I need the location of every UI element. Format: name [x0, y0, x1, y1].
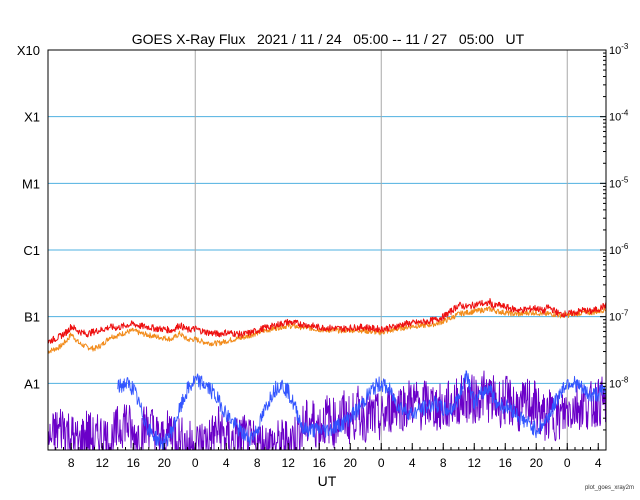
- flare-class-label-a1: A1: [24, 376, 40, 391]
- right-axis-label-e-4: 10-4: [609, 109, 629, 124]
- x-tick-label-3: 20: [158, 456, 172, 470]
- x-tick-label-6: 8: [254, 456, 261, 470]
- x-tick-label-12: 8: [440, 456, 447, 470]
- x-tick-label-17: 4: [595, 456, 602, 470]
- flare-class-label-m1: M1: [22, 176, 40, 191]
- right-axis-label-e-5: 10-5: [609, 175, 629, 190]
- x-tick-label-1: 12: [96, 456, 110, 470]
- right-axis-label-e-8: 10-8: [609, 375, 629, 390]
- series-layer: [47, 298, 607, 451]
- flux-series-0: [47, 298, 607, 344]
- x-axis-label: UT: [318, 473, 337, 489]
- right-axis-label-e-6: 10-6: [609, 242, 629, 257]
- label-layer: X10 X1 M1 C1 B1 A1 10-3 10-4 10-5 10-6 10-7 10-8 8 12…: [17, 42, 629, 470]
- x-tick-label-13: 12: [468, 456, 482, 470]
- x-tick-label-2: 16: [127, 456, 141, 470]
- x-tick-label-5: 4: [223, 456, 230, 470]
- x-tick-label-0: 8: [68, 456, 75, 470]
- flare-class-label-b1: B1: [24, 310, 40, 325]
- x-tick-label-10: 0: [378, 456, 385, 470]
- tick-layer: [47, 49, 607, 450]
- flare-class-label-c1: C1: [23, 243, 40, 258]
- x-tick-label-9: 20: [344, 456, 358, 470]
- x-tick-label-7: 12: [282, 456, 296, 470]
- x-tick-label-8: 16: [313, 456, 327, 470]
- x-tick-label-15: 20: [530, 456, 544, 470]
- x-tick-label-11: 4: [409, 456, 416, 470]
- x-tick-label-4: 0: [192, 456, 199, 470]
- right-axis-label-e-7: 10-7: [609, 309, 629, 324]
- footer-credit: plot_goes_xray2m: [585, 485, 634, 491]
- grid-layer: [48, 49, 606, 450]
- flare-class-label-x1: X1: [24, 110, 40, 125]
- flare-class-label-x10: X10: [17, 43, 40, 58]
- x-tick-label-16: 0: [564, 456, 571, 470]
- x-tick-label-14: 16: [499, 456, 513, 470]
- chart-title: GOES X-Ray Flux 2021 / 11 / 24 05:00 -- …: [132, 31, 525, 47]
- flux-series-2: [117, 370, 607, 451]
- right-axis-label-e-3: 10-3: [609, 42, 629, 57]
